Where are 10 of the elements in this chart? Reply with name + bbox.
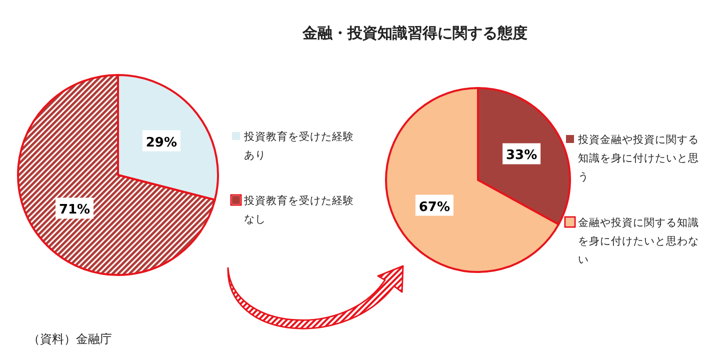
data-label: 71%	[58, 202, 90, 218]
legend-label: 投資金融や投資に関する知識を身に付けたいと思う	[577, 134, 699, 183]
legend-label: 金融や投資に関する知識を身に付けたいと思わない	[578, 216, 699, 266]
legend-label: 投資教育を受けた経験あり	[243, 130, 354, 162]
chart-title: 金融・投資知識習得に関する態度	[302, 24, 528, 42]
slice-label: 投資教育を受けた経験なし	[243, 194, 354, 226]
data-label: 33%	[506, 148, 538, 164]
data-label: 29%	[146, 135, 178, 150]
data-label: 67%	[418, 200, 450, 215]
text: （資料）金融庁	[28, 332, 112, 346]
